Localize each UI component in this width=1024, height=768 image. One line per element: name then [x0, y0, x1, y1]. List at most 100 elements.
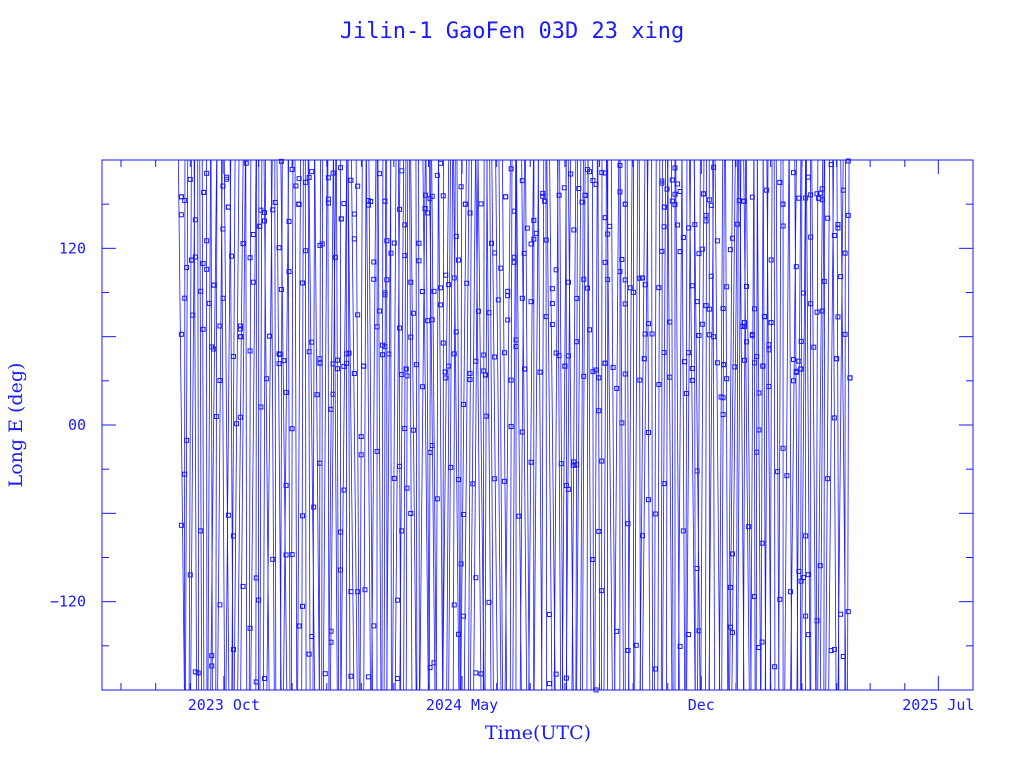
y-tick-label: 00: [68, 416, 86, 434]
track-line: [775, 159, 780, 691]
track-line: [456, 159, 461, 691]
data-marker: [692, 222, 698, 228]
data-marker: [775, 469, 781, 475]
data-marker: [689, 283, 695, 289]
track-line: [336, 159, 339, 691]
data-marker: [270, 207, 276, 213]
track-line: [705, 159, 707, 691]
track-line: [431, 159, 437, 691]
data-marker: [756, 645, 762, 651]
data-marker: [217, 377, 223, 383]
data-marker: [420, 384, 426, 390]
track-line: [304, 159, 307, 691]
track-line: [318, 159, 321, 691]
data-marker: [187, 176, 193, 182]
data-marker: [420, 289, 426, 295]
track-line: [654, 159, 657, 691]
data-marker: [680, 528, 686, 534]
data-marker: [607, 223, 613, 229]
data-marker: [438, 285, 444, 291]
data-marker: [787, 589, 793, 595]
track-line: [561, 159, 567, 691]
data-marker: [453, 233, 459, 239]
track-line: [327, 159, 330, 691]
track-line: [762, 159, 767, 691]
data-marker: [661, 481, 667, 487]
data-point: [277, 351, 283, 357]
track-line: [287, 159, 291, 691]
data-point: [780, 201, 786, 207]
data-marker: [440, 193, 446, 199]
data-marker: [593, 367, 599, 373]
data-marker: [754, 354, 760, 360]
data-marker: [831, 232, 837, 238]
data-marker: [667, 319, 673, 325]
data-marker: [845, 158, 851, 164]
data-marker: [335, 357, 341, 363]
data-marker: [492, 354, 498, 360]
data-marker: [699, 246, 705, 252]
data-marker: [599, 170, 605, 176]
track-line: [755, 159, 758, 691]
track-line: [727, 159, 733, 691]
data-marker: [483, 413, 489, 419]
data-marker: [192, 217, 198, 223]
data-marker: [253, 575, 259, 581]
data-point: [833, 356, 840, 362]
track-line: [525, 159, 530, 691]
data-marker: [667, 374, 673, 380]
data-marker: [689, 377, 695, 383]
data-marker: [455, 631, 461, 637]
track-line: [587, 159, 592, 691]
data-marker: [413, 362, 419, 368]
data-marker: [749, 331, 755, 337]
data-marker: [250, 279, 256, 285]
track-line: [188, 159, 192, 691]
data-marker: [825, 215, 831, 221]
data-marker: [743, 283, 749, 289]
track-line: [545, 159, 548, 691]
data-marker: [840, 187, 846, 193]
track-line: [700, 159, 705, 691]
data-marker: [780, 223, 786, 229]
data-marker: [683, 391, 689, 397]
track-line: [399, 159, 405, 691]
data-marker: [729, 630, 735, 636]
data-marker: [587, 169, 593, 175]
data-marker: [752, 360, 758, 366]
data-marker: [508, 377, 514, 383]
data-marker: [511, 208, 517, 214]
track-line: [657, 159, 661, 691]
track-line: [355, 159, 360, 691]
track-line: [773, 159, 776, 691]
x-tick-label: 2023 Oct: [188, 696, 260, 714]
track-line: [837, 159, 844, 691]
data-marker: [404, 373, 410, 379]
track-line: [671, 159, 674, 691]
data-marker: [300, 513, 306, 519]
track-line: [844, 159, 846, 691]
data-marker: [286, 218, 292, 224]
track-line: [294, 159, 298, 691]
data-marker: [217, 323, 223, 329]
data-marker: [451, 351, 457, 357]
data-marker: [338, 529, 344, 535]
data-marker: [652, 511, 658, 517]
data-marker: [399, 372, 405, 378]
data-marker: [759, 540, 765, 546]
track-line: [735, 159, 739, 691]
data-marker: [303, 248, 309, 254]
data-marker: [283, 482, 289, 488]
data-marker: [404, 485, 410, 491]
data-marker: [579, 199, 585, 205]
track-line: [329, 159, 337, 691]
track-line: [626, 159, 630, 691]
data-marker: [727, 247, 733, 253]
data-marker: [309, 169, 315, 175]
track-line: [559, 159, 564, 691]
track-line: [390, 159, 392, 691]
track-line: [248, 159, 252, 691]
data-point: [582, 192, 588, 198]
data-marker: [764, 187, 770, 193]
data-marker: [686, 225, 692, 231]
